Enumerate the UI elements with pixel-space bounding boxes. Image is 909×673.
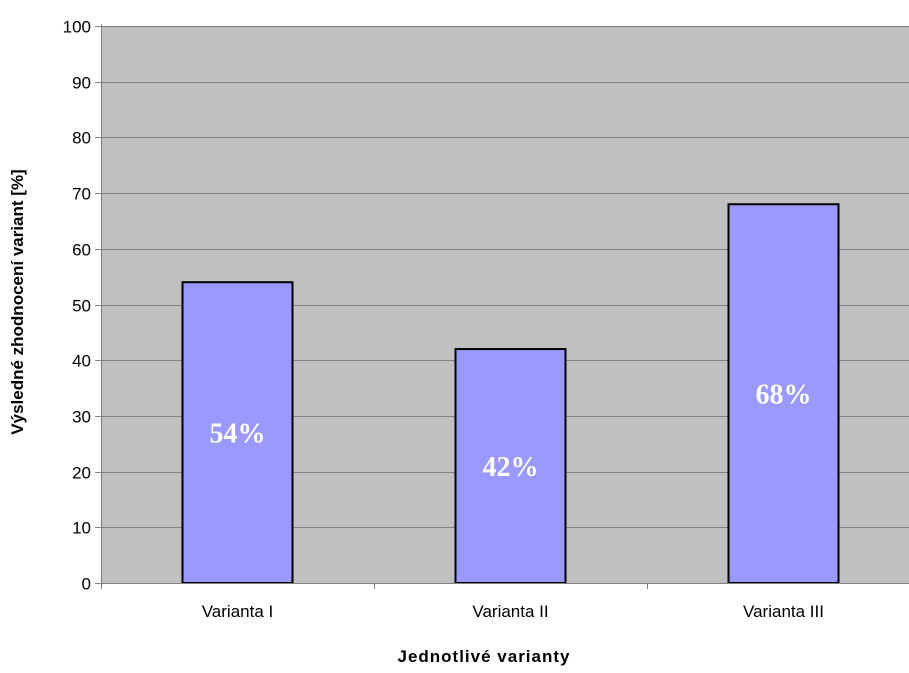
y-tick-label: 70 — [72, 185, 91, 204]
y-tick-label: 30 — [72, 408, 91, 427]
y-tick-label: 80 — [72, 129, 91, 148]
labels: 54% 42% 68% 0 10 20 30 40 50 60 70 80 90 100 Varianta … — [63, 18, 824, 622]
axes — [95, 24, 909, 589]
bar — [181, 281, 294, 584]
data-label: 68% — [756, 380, 812, 411]
y-tick-label: 90 — [72, 74, 91, 93]
y-tick-label: 100 — [63, 18, 91, 37]
x-tick-label: Varianta II — [472, 602, 548, 621]
y-axis-title: Výsledné zhodnocení variant [%] — [8, 169, 27, 434]
bar — [454, 348, 567, 584]
data-label: 42% — [483, 452, 539, 483]
y-tick-label: 40 — [72, 352, 91, 371]
x-axis-title: Jednotlivé varianty — [397, 647, 570, 666]
y-tick-label: 0 — [82, 575, 91, 594]
y-tick-label: 50 — [72, 297, 91, 316]
y-tick-label: 60 — [72, 241, 91, 260]
x-tick-label: Varianta III — [743, 602, 824, 621]
y-tick-label: 10 — [72, 519, 91, 538]
bars — [181, 203, 840, 585]
bar — [727, 203, 840, 585]
y-tick-label: 20 — [72, 464, 91, 483]
x-tick-label: Varianta I — [202, 602, 274, 621]
data-label: 54% — [210, 419, 266, 450]
